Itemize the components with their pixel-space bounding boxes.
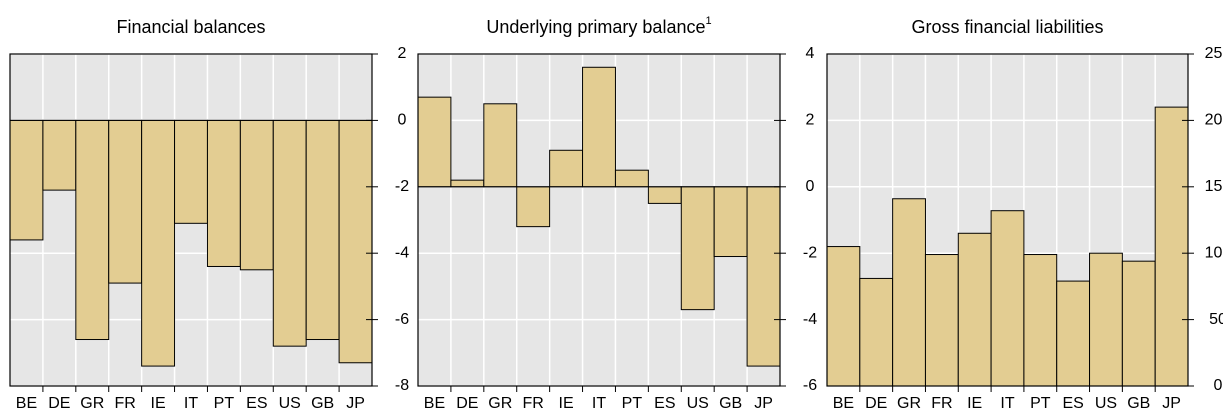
- x-tick-label: GR: [80, 395, 104, 412]
- x-tick-label: JP: [1162, 395, 1181, 412]
- x-tick-label: DE: [456, 395, 478, 412]
- x-tick-label: ES: [1062, 395, 1083, 412]
- bar: [746, 186, 781, 367]
- bar: [1089, 252, 1123, 387]
- bar: [680, 186, 715, 311]
- x-tick-label: US: [279, 395, 301, 412]
- y-tick-label: -2: [803, 244, 817, 261]
- chart-panel: Financial balances BE DE GR FR IE IT PT ES US GB JP…: [9, 17, 409, 412]
- bar: [582, 66, 616, 188]
- y-tick-label: -4: [803, 311, 817, 328]
- y-tick-label: 200: [1205, 112, 1223, 129]
- x-tick-label: GB: [719, 395, 742, 412]
- x-tick-label: ES: [654, 395, 675, 412]
- y-tick-label: 2: [398, 45, 407, 62]
- chart-title: Underlying primary balance1: [486, 15, 711, 37]
- y-tick-label: -2: [395, 178, 409, 195]
- x-tick-label: DE: [865, 395, 887, 412]
- bar: [9, 119, 44, 241]
- bar: [647, 186, 682, 204]
- bar: [826, 246, 861, 387]
- y-tick-label: -8: [395, 377, 409, 394]
- bar: [108, 119, 143, 284]
- title-note: 1: [705, 15, 711, 27]
- bar: [713, 186, 748, 258]
- bar: [614, 169, 649, 188]
- bar: [859, 277, 894, 387]
- y-tick-label: -6: [803, 377, 817, 394]
- bar: [450, 179, 485, 188]
- x-tick-label: PT: [622, 395, 643, 412]
- x-tick-label: US: [1095, 395, 1117, 412]
- x-tick-label: US: [687, 395, 709, 412]
- y-tick-label: 4: [806, 45, 815, 62]
- x-tick-label: IT: [184, 395, 198, 412]
- x-tick-label: IE: [151, 395, 166, 412]
- y-tick-label: 2: [806, 112, 815, 129]
- x-tick-label: PT: [214, 395, 235, 412]
- x-tick-label: DE: [48, 395, 70, 412]
- x-tick-label: BE: [424, 395, 445, 412]
- y-tick-label: 250: [1205, 45, 1223, 62]
- y-tick-label: -6: [395, 311, 409, 328]
- y-tick-label: 0: [1214, 377, 1223, 394]
- x-tick-label: JP: [346, 395, 365, 412]
- title-text: Underlying primary balance: [486, 17, 705, 37]
- bar: [1121, 260, 1156, 387]
- bar: [206, 119, 241, 267]
- x-tick-label: FR: [523, 395, 544, 412]
- bar: [75, 119, 110, 341]
- y-tick-label: 0: [398, 112, 407, 129]
- plot-frame: [417, 53, 781, 387]
- bar: [141, 119, 176, 367]
- bar: [990, 210, 1025, 387]
- bar: [892, 198, 926, 387]
- x-tick-label: IT: [592, 395, 606, 412]
- x-tick-label: GR: [897, 395, 921, 412]
- x-tick-label: FR: [931, 395, 952, 412]
- plot-frame: [9, 53, 373, 387]
- x-tick-label: FR: [115, 395, 136, 412]
- x-tick-label: BE: [833, 395, 854, 412]
- bar: [239, 119, 274, 271]
- x-tick-label: BE: [16, 395, 37, 412]
- bar: [1154, 106, 1189, 387]
- bar: [1056, 280, 1091, 387]
- bar: [1023, 254, 1058, 387]
- y-tick-label: 0: [806, 178, 815, 195]
- x-tick-label: PT: [1030, 395, 1051, 412]
- bar: [957, 232, 992, 387]
- bar: [417, 96, 452, 188]
- bar: [924, 254, 959, 387]
- bar: [549, 149, 584, 188]
- x-tick-label: JP: [754, 395, 773, 412]
- title-text: Gross financial liabilities: [911, 17, 1103, 37]
- y-tick-label: 50: [1209, 311, 1223, 328]
- title-text: Financial balances: [116, 17, 265, 37]
- y-tick-label: 100: [1205, 244, 1223, 261]
- bar: [174, 119, 208, 224]
- x-tick-label: GR: [488, 395, 512, 412]
- bar: [305, 119, 340, 341]
- x-tick-label: GB: [1127, 395, 1150, 412]
- bar: [483, 103, 518, 188]
- chart-title: Financial balances: [116, 17, 265, 37]
- x-tick-label: IE: [559, 395, 574, 412]
- x-tick-label: ES: [246, 395, 267, 412]
- bar: [338, 119, 373, 364]
- x-tick-label: IE: [967, 395, 982, 412]
- bar: [42, 119, 77, 191]
- bar: [516, 186, 551, 228]
- plot-frame: [826, 53, 1189, 387]
- y-tick-label: -4: [395, 244, 409, 261]
- chart-panel: Underlying primary balance1 BE DE GR FR IE IT P…: [417, 15, 817, 412]
- x-tick-label: GB: [311, 395, 334, 412]
- chart-panel: Gross financial liabilities BE DE GR FR IE IT P…: [826, 17, 1223, 412]
- chart-title: Gross financial liabilities: [911, 17, 1103, 37]
- y-tick-label: 150: [1205, 178, 1223, 195]
- bar: [272, 119, 307, 347]
- x-tick-label: IT: [1000, 395, 1014, 412]
